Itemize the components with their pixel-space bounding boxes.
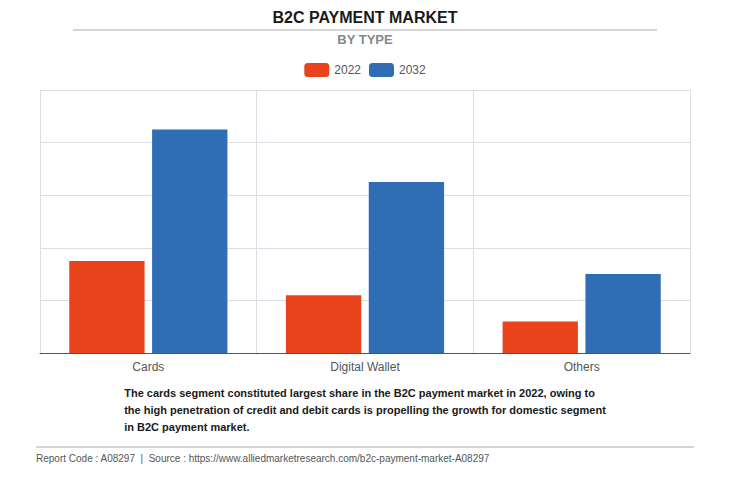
svg-text:Cards: Cards: [132, 360, 164, 374]
svg-text:in B2C payment market.: in B2C payment market.: [124, 421, 249, 433]
svg-text:2032: 2032: [399, 63, 426, 77]
svg-text:2022: 2022: [334, 63, 361, 77]
svg-text:B2C PAYMENT MARKET: B2C PAYMENT MARKET: [273, 9, 458, 26]
svg-text:the high penetration of credit: the high penetration of credit and debit…: [124, 404, 606, 416]
svg-text:Report Code : A08297 | Sourc: Report Code : A08297 | Source : https://…: [36, 453, 490, 464]
svg-text:Digital Wallet: Digital Wallet: [330, 360, 400, 374]
svg-text:The cards segment constituted: The cards segment constituted largest sh…: [124, 387, 595, 399]
svg-text:BY TYPE: BY TYPE: [337, 32, 393, 47]
svg-text:Others: Others: [564, 360, 600, 374]
